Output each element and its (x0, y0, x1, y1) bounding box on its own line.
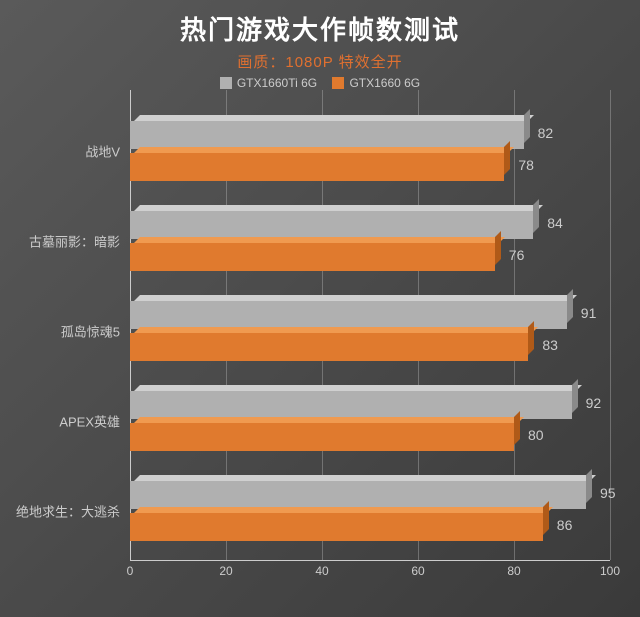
value-label: 82 (538, 125, 554, 141)
bar (130, 333, 528, 361)
bar-side (504, 141, 510, 175)
value-label: 76 (509, 247, 525, 263)
value-label: 83 (542, 337, 558, 353)
bar-side (524, 109, 530, 143)
bar-side (543, 501, 549, 535)
bar-side (567, 289, 573, 323)
bar (130, 211, 533, 239)
bar-side (514, 411, 520, 445)
x-tick-label: 20 (219, 564, 232, 578)
category-label: 绝地求生：大逃杀 (16, 502, 120, 521)
value-label: 86 (557, 517, 573, 533)
category-label: APEX英雄 (59, 412, 120, 431)
x-tick-label: 0 (127, 564, 134, 578)
value-label: 80 (528, 427, 544, 443)
category-label: 战地V (85, 142, 120, 161)
plot-area: 020406080100战地V8278古墓丽影：暗影8476孤岛惊魂59183A… (130, 90, 610, 580)
legend-item-0: GTX1660Ti 6G (220, 76, 317, 90)
chart-title: 热门游戏大作帧数测试 (0, 0, 640, 47)
bar (130, 301, 567, 329)
bar (130, 423, 514, 451)
chart-subtitle: 画质：1080P 特效全开 (0, 51, 640, 72)
bar (130, 153, 504, 181)
category-label: 孤岛惊魂5 (61, 322, 120, 341)
x-tick-label: 40 (315, 564, 328, 578)
x-axis (130, 560, 610, 561)
bar (130, 121, 524, 149)
value-label: 95 (600, 485, 616, 501)
x-tick-label: 100 (600, 564, 620, 578)
bar (130, 513, 543, 541)
legend-swatch-1 (332, 77, 344, 89)
legend-label-0: GTX1660Ti 6G (237, 76, 317, 90)
value-label: 78 (518, 157, 534, 173)
value-label: 84 (547, 215, 563, 231)
legend-swatch-0 (220, 77, 232, 89)
bar-side (495, 231, 501, 265)
value-label: 91 (581, 305, 597, 321)
value-label: 92 (586, 395, 602, 411)
bar-side (586, 469, 592, 503)
bar (130, 243, 495, 271)
x-tick-label: 60 (411, 564, 424, 578)
legend-label-1: GTX1660 6G (349, 76, 420, 90)
bar-side (528, 321, 534, 355)
category-label: 古墓丽影：暗影 (29, 232, 120, 251)
bar (130, 391, 572, 419)
bar-side (572, 379, 578, 413)
bar (130, 481, 586, 509)
legend-item-1: GTX1660 6G (332, 76, 420, 90)
bar-side (533, 199, 539, 233)
x-tick-label: 80 (507, 564, 520, 578)
